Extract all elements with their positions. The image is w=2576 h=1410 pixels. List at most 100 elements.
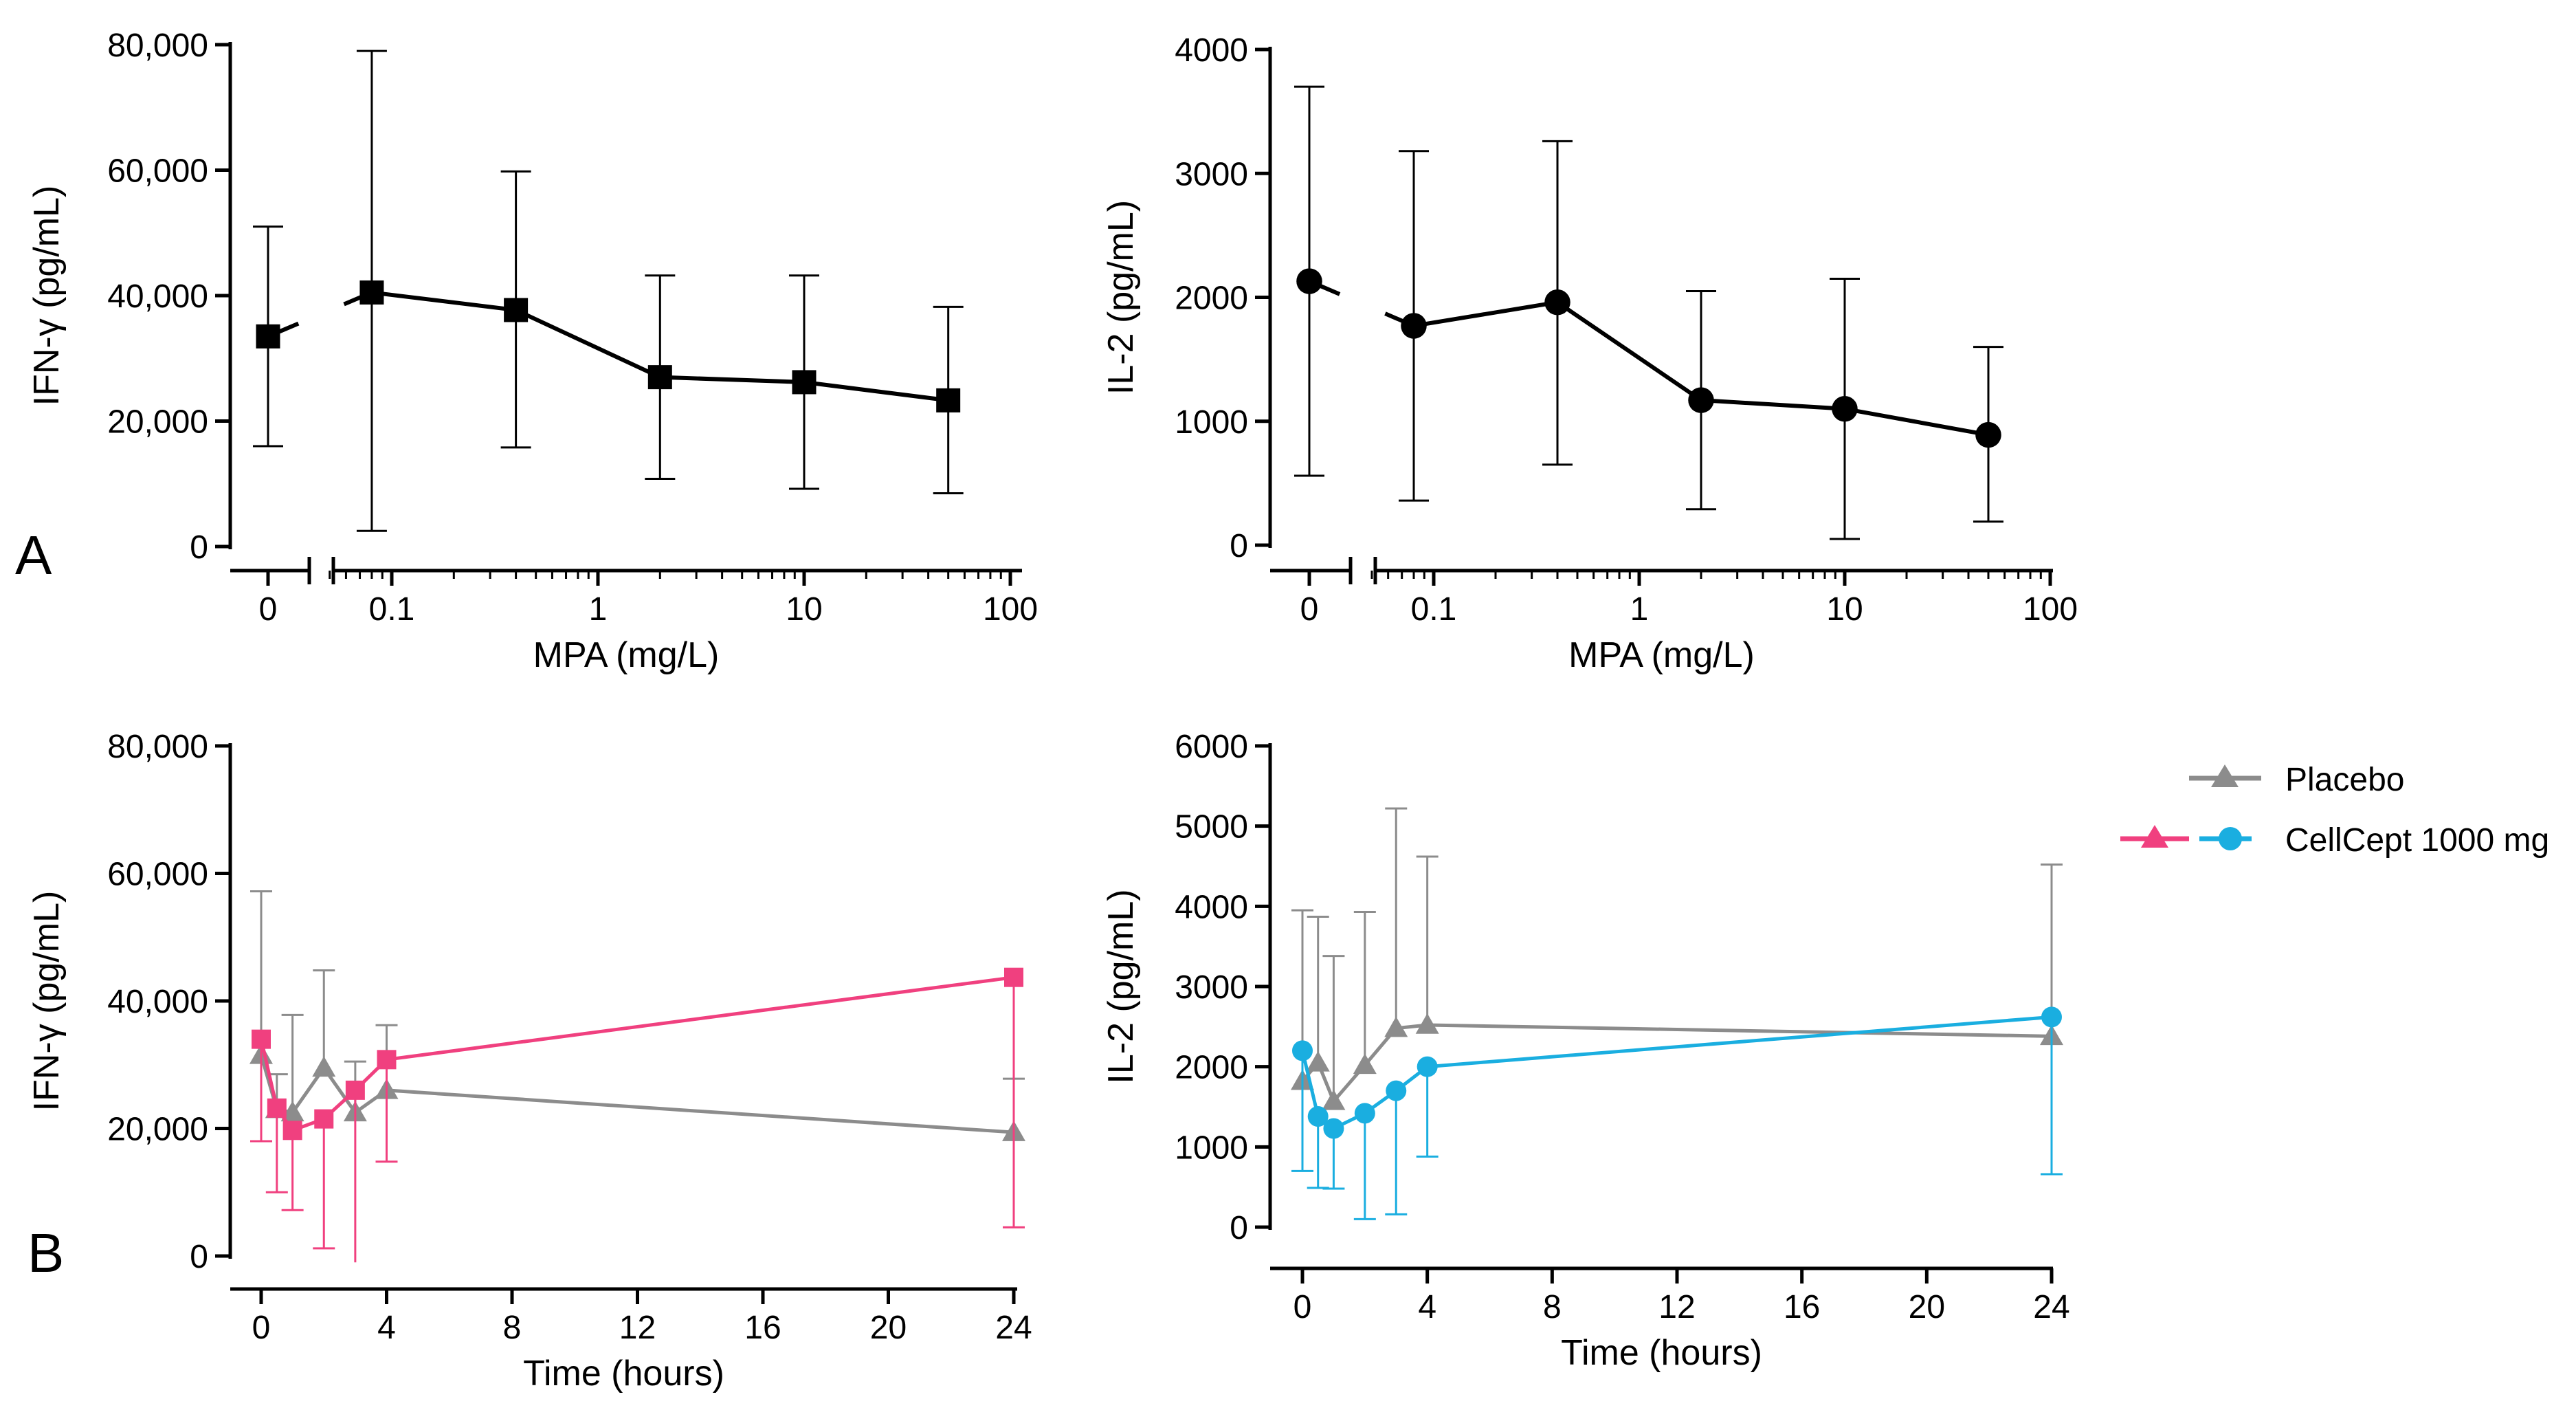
panel-label-a: A [15,525,52,586]
data-point [345,1080,365,1100]
x-tick-label: 8 [503,1310,522,1346]
chart-a-ifn-gamma: 0 20,000 40,000 60,000 80,000 0 0.1 1 10 100 MPA (… [27,27,1038,675]
series-line [259,1055,1014,1134]
legend-placebo-marker [2211,764,2239,787]
x-tick-label: 0 [252,1310,271,1346]
y-tick-label: 0 [1230,1210,1248,1246]
series-placebo [249,890,1025,1141]
series-mpa-concentration [1294,85,2003,540]
data-point [280,1101,304,1122]
y-tick-label: 0 [1230,528,1248,564]
y-tick-label: 2000 [1175,1050,1248,1086]
data-point [282,1121,302,1141]
x-tick-label: 4 [377,1310,396,1346]
data-point [1306,1050,1330,1072]
data-point [1415,1013,1439,1034]
chart-a-il2: 0 1000 2000 3000 4000 0 0.1 1 10 100 MPA (mg/L) IL-… [1101,32,2078,675]
data-point [2041,1006,2062,1028]
x-tick-label: 0 [1293,1289,1312,1325]
x-axis-label: MPA (mg/L) [533,635,720,675]
x-tick-label: 24 [2033,1289,2069,1325]
data-point [1353,1053,1377,1075]
data-point [256,324,280,349]
data-point [792,370,817,395]
chart-b-il2: 0 1000 2000 3000 4000 5000 6000 0 4 8 12 16 20 24 Time… [1101,729,2070,1373]
data-point [267,1098,287,1118]
chart-b-ifn-gamma: 0 20,000 40,000 60,000 80,000 0 4 8 12 16 20 24 Time… [27,729,1032,1394]
data-point [312,1056,336,1077]
y-tick-label: 40,000 [107,278,208,315]
series-cellcept-1000-mg [1291,1006,2063,1220]
y-tick-label: 80,000 [107,729,208,765]
x-tick-label: 16 [1784,1289,1820,1325]
data-point [1384,1016,1408,1037]
y-tick-label: 1000 [1175,404,1248,441]
data-point [936,388,961,412]
y-tick-label: 6000 [1175,729,1248,765]
data-point [252,1029,271,1049]
series-line [1301,1023,2052,1105]
y-tick-label: 3000 [1175,156,1248,192]
x-axis-label: Time (hours) [523,1354,724,1394]
x-tick-label: 0.1 [1411,591,1457,628]
legend-cellcept-label: CellCept 1000 mg [2285,822,2549,859]
data-point [647,365,672,390]
x-axis-label: Time (hours) [1561,1333,1762,1373]
legend-item-placebo: Placebo [2189,762,2404,798]
x-tick-label: 1 [589,591,608,628]
y-tick-label: 40,000 [107,984,208,1020]
y-tick-label: 4000 [1175,32,1248,69]
x-axis-label: MPA (mg/L) [1568,635,1755,675]
x-tick-label: 16 [744,1310,781,1346]
x-tick-label: 0 [259,591,278,628]
data-point [1323,1118,1344,1139]
x-tick-label: 12 [1658,1289,1695,1325]
series-line-break [1308,279,1415,328]
data-point [1292,1040,1313,1061]
y-tick-label: 80,000 [107,27,208,64]
data-point [1296,268,1322,294]
data-point [1354,1103,1375,1124]
y-axis-label: IFN-γ (pg/mL) [27,891,67,1112]
legend-cellcept-marker-circle [2219,827,2242,850]
y-tick-label: 20,000 [107,404,208,441]
data-point [1307,1106,1329,1127]
y-axis-label: IL-2 (pg/mL) [1101,889,1141,1083]
data-point [1401,313,1427,339]
y-tick-label: 20,000 [107,1112,208,1148]
y-tick-label: 5000 [1175,809,1248,846]
data-point [1688,387,1714,413]
data-point [1417,1056,1438,1077]
legend-placebo-label: Placebo [2285,762,2404,798]
x-tick-label: 0.1 [369,591,415,628]
panel-label-b: B [27,1222,64,1284]
y-axis-label: IFN-γ (pg/mL) [27,186,67,406]
data-point [1322,1089,1346,1110]
legend: Placebo CellCept 1000 mg [2120,762,2549,859]
y-tick-label: 60,000 [107,857,208,893]
series-line-break [267,290,373,339]
y-tick-label: 2000 [1175,280,1248,317]
data-point [1832,395,1858,422]
data-point [1386,1080,1407,1101]
x-tick-label: 24 [995,1310,1032,1346]
x-tick-label: 100 [983,591,1038,628]
y-tick-label: 60,000 [107,153,208,190]
y-axis-label: IL-2 (pg/mL) [1101,200,1141,395]
series-cellcept-1000-mg [250,967,1025,1263]
x-tick-label: 4 [1418,1289,1436,1325]
series-mpa-concentration [253,49,964,532]
data-point [377,1050,397,1070]
legend-cellcept-marker-triangle [2141,825,2168,848]
y-tick-label: 4000 [1175,889,1248,925]
series-placebo [1291,807,2063,1110]
y-tick-label: 3000 [1175,969,1248,1006]
data-point [504,298,529,322]
legend-item-cellcept: CellCept 1000 mg [2120,822,2549,859]
x-tick-label: 10 [786,591,822,628]
x-tick-label: 10 [1826,591,1863,628]
x-tick-label: 20 [870,1310,907,1346]
x-tick-label: 12 [619,1310,656,1346]
data-point [359,280,384,305]
